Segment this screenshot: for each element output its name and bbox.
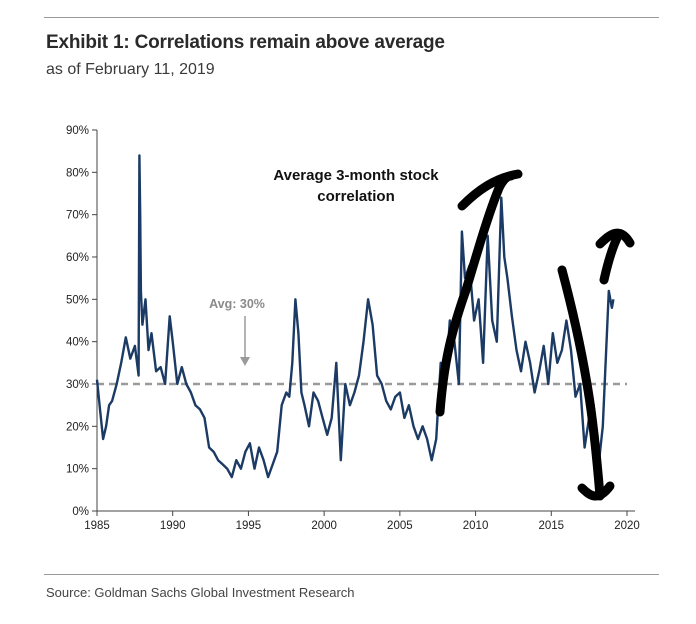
y-tick-label: 30% (66, 379, 89, 391)
x-tick-label: 2020 (614, 520, 640, 532)
series-annotation-line-2: correlation (317, 188, 395, 205)
top-rule (44, 17, 659, 18)
y-tick-label: 70% (66, 210, 89, 222)
y-tick-label: 90% (66, 125, 89, 137)
y-tick-label: 80% (66, 167, 89, 179)
chart-subtitle: as of February 11, 2019 (46, 61, 215, 78)
y-tick-label: 20% (66, 421, 89, 433)
hand-drawn-arrowhead-2 (577, 481, 615, 501)
series-group (95, 154, 615, 479)
series-line (95, 154, 615, 479)
average-pointer-head (240, 357, 250, 366)
hand-drawn-down-arrow (557, 265, 605, 501)
x-tick-label: 2005 (387, 520, 413, 532)
y-tick-label: 10% (66, 464, 89, 476)
average-label: Avg: 30% (209, 297, 265, 311)
y-tick-label: 40% (66, 337, 89, 349)
annotation-group: Average 3-month stock correlation (273, 167, 439, 205)
source-note: Source: Goldman Sachs Global Investment … (46, 585, 355, 600)
series-annotation-line-1: Average 3-month stock (273, 167, 439, 184)
hand-drawn-up-arrow-2 (599, 231, 623, 285)
x-tick-label: 2000 (311, 520, 337, 532)
x-tick-label: 2015 (538, 520, 564, 532)
y-tick-label: 60% (66, 252, 89, 264)
hand-drawn-arrowhead-1 (457, 169, 523, 211)
hand-drawn-arrows (435, 169, 635, 501)
x-tick-label: 1995 (236, 520, 262, 532)
x-tick-label: 2010 (463, 520, 489, 532)
bottom-rule (44, 574, 659, 575)
hand-drawn-arrowhead-3 (595, 228, 635, 249)
x-ticks: 1985 1990 1995 2000 2005 2010 2015 2020 (84, 511, 640, 532)
x-tick-label: 1985 (84, 520, 110, 532)
y-ticks: 0% 10% 20% 30% 40% 50% 60% 70% 80% 90% (66, 125, 97, 518)
chart-title: Exhibit 1: Correlations remain above ave… (46, 32, 445, 53)
x-tick-label: 1990 (160, 520, 186, 532)
y-tick-label: 0% (72, 506, 89, 518)
y-tick-label: 50% (66, 294, 89, 306)
